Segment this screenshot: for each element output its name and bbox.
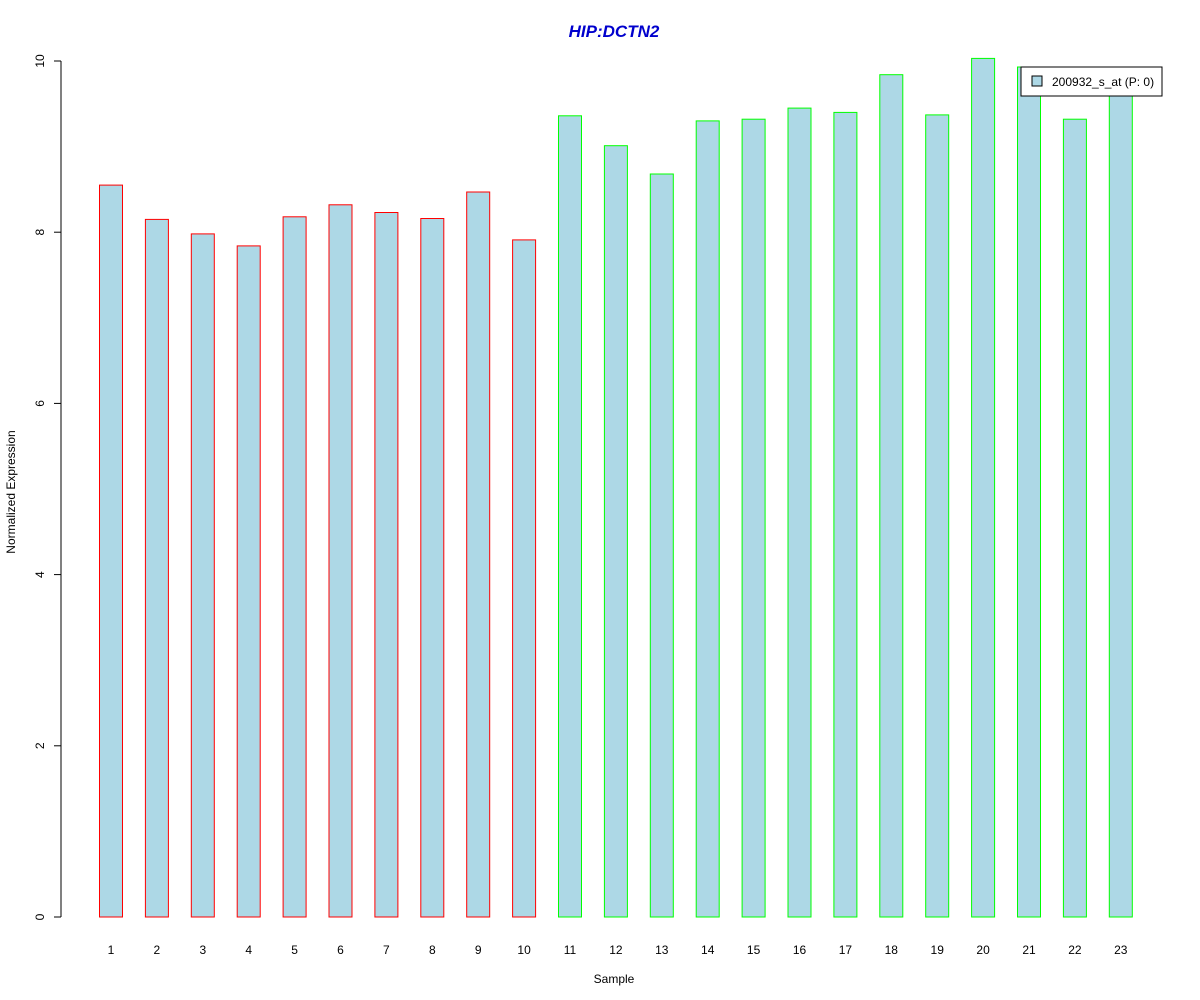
x-tick-label: 16 — [793, 943, 807, 957]
legend-entry-label: 200932_s_at (P: 0) — [1052, 75, 1154, 89]
x-tick-label: 21 — [1022, 943, 1036, 957]
bar-sample-3 — [190, 233, 215, 918]
x-tick-label: 13 — [655, 943, 669, 957]
bar-sample-13 — [649, 173, 674, 918]
bar-sample-23 — [1108, 90, 1133, 918]
x-tick-label: 14 — [701, 943, 715, 957]
y-tick-label: 6 — [33, 400, 47, 407]
x-tick-label: 1 — [108, 943, 115, 957]
legend-swatch — [1031, 75, 1043, 87]
bar-sample-7 — [374, 212, 399, 918]
bar-sample-15 — [741, 118, 766, 918]
x-tick-label: 8 — [429, 943, 436, 957]
bar-sample-18 — [879, 74, 904, 918]
x-tick-label: 9 — [475, 943, 482, 957]
y-tick-label: 10 — [33, 54, 47, 68]
x-tick-label: 17 — [839, 943, 853, 957]
x-tick-label: 7 — [383, 943, 390, 957]
x-axis-tick-labels: 1 2 3 4 5 6 7 8 9 10 11 12 13 14 15 16 17 18 19 20 21 22 23 — [108, 943, 1128, 957]
x-tick-label: 4 — [245, 943, 252, 957]
bar-sample-10 — [512, 239, 537, 918]
y-tick-label: 8 — [33, 229, 47, 236]
bar-sample-20 — [971, 57, 996, 918]
bar-sample-19 — [925, 114, 950, 918]
x-tick-label: 18 — [885, 943, 899, 957]
x-axis-label: Sample — [594, 972, 635, 986]
chart-title: HIP:DCTN2 — [569, 22, 660, 41]
bar-sample-8 — [420, 218, 445, 918]
y-axis-label: Normalized Expression — [4, 430, 18, 553]
x-tick-label: 3 — [199, 943, 206, 957]
bar-sample-2 — [144, 218, 169, 918]
y-tick-label: 2 — [33, 742, 47, 749]
x-tick-label: 19 — [931, 943, 945, 957]
x-tick-label: 6 — [337, 943, 344, 957]
bar-sample-1 — [99, 184, 123, 918]
x-tick-label: 23 — [1114, 943, 1128, 957]
bar-sample-5 — [282, 216, 307, 918]
legend: 200932_s_at (P: 0) — [1020, 66, 1163, 97]
y-tick-label: 4 — [33, 571, 47, 578]
bar-sample-22 — [1062, 118, 1087, 918]
legend-box — [1020, 66, 1163, 97]
x-tick-label: 10 — [517, 943, 531, 957]
bar-sample-16 — [787, 107, 812, 918]
bar-sample-21 — [1017, 66, 1041, 918]
y-tick-label: 0 — [33, 913, 47, 920]
x-tick-label: 12 — [609, 943, 623, 957]
bar-sample-4 — [236, 245, 261, 918]
bar-sample-9 — [466, 191, 491, 918]
bar-sample-6 — [328, 204, 353, 918]
x-tick-label: 20 — [976, 943, 990, 957]
x-tick-label: 5 — [291, 943, 298, 957]
y-axis: 0 2 4 6 8 10 — [33, 54, 62, 920]
bar-sample-12 — [603, 145, 628, 918]
bar-sample-14 — [695, 120, 720, 918]
bars-group — [99, 57, 1133, 918]
bar-sample-11 — [558, 115, 582, 918]
x-tick-label: 2 — [154, 943, 161, 957]
bar-sample-17 — [833, 111, 858, 918]
x-tick-label: 22 — [1068, 943, 1082, 957]
x-tick-label: 15 — [747, 943, 761, 957]
x-tick-label: 11 — [564, 943, 577, 957]
